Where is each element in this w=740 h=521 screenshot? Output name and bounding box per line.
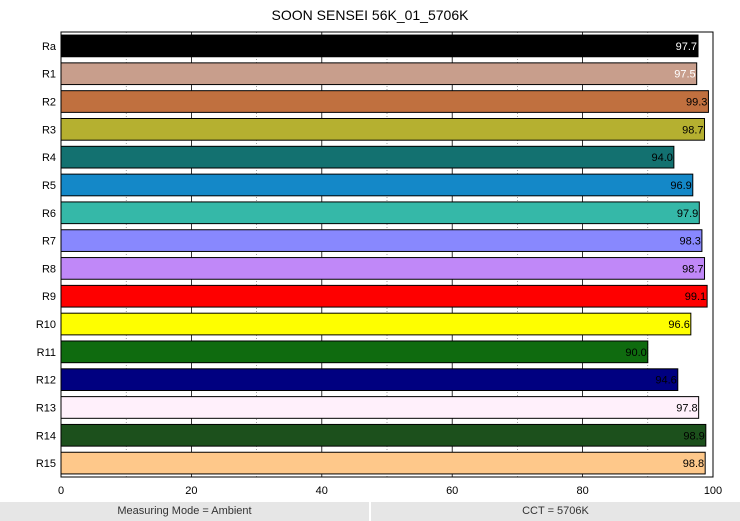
bar-r2 [60, 90, 709, 113]
y-label-r5: R5 [42, 180, 56, 192]
value-label-r1: 97.5 [674, 69, 695, 81]
chart-title: SOON SENSEI 56K_01_5706K [272, 7, 470, 23]
bar-r4 [60, 145, 675, 169]
cct-status: CCT = 5706K [371, 502, 740, 521]
value-label-r14: 98.9 [683, 430, 704, 442]
y-label-r11: R11 [37, 347, 56, 359]
y-label-r3: R3 [42, 124, 56, 136]
value-label-r8: 98.7 [682, 263, 703, 275]
x-tick-label: 20 [185, 485, 197, 497]
bar-r13 [60, 396, 700, 419]
value-label-r2: 99.3 [686, 97, 707, 109]
bar-r6 [60, 201, 700, 225]
chart: SOON SENSEI 56K_01_5706K RaR1R2R3R4R5R6R… [36, 7, 722, 497]
x-axis-ticks: 0 20 40 60 80 100 [58, 485, 722, 497]
bar-r5 [60, 173, 694, 197]
value-label-r10: 96.6 [668, 319, 689, 331]
y-label-r6: R6 [42, 208, 56, 220]
bar-r15 [60, 451, 706, 475]
plot-frame [60, 31, 714, 478]
value-label-r11: 90.0 [625, 347, 646, 359]
value-label-r4: 94.0 [651, 152, 672, 164]
y-label-r1: R1 [42, 69, 56, 81]
bars [60, 34, 709, 475]
y-label-r15: R15 [36, 458, 56, 470]
bar-r7 [60, 229, 703, 252]
value-label-r7: 98.3 [679, 236, 700, 248]
x-tick-label: 0 [58, 485, 64, 497]
y-label-r10: R10 [36, 319, 56, 331]
value-label-r3: 98.7 [682, 124, 703, 136]
y-label-r12: R12 [36, 375, 56, 387]
y-label-r14: R14 [36, 430, 56, 442]
x-tick-label: 60 [446, 485, 458, 497]
y-label-r2: R2 [42, 97, 56, 109]
measuring-mode-status: Measuring Mode = Ambient [0, 502, 369, 521]
bar-r3 [60, 117, 706, 141]
x-tick-label: 100 [704, 485, 722, 497]
bar-r11 [60, 340, 649, 364]
value-label-r12: 94.6 [655, 375, 676, 387]
value-label-ra: 97.7 [676, 41, 697, 53]
value-labels: 97.7 97.5 99.3 98.7 94.0 96.9 97.9 98.3 98.7 99.1… [625, 41, 707, 470]
value-label-r9: 99.1 [685, 291, 706, 303]
bar-r9 [60, 284, 708, 308]
y-label-r9: R9 [42, 291, 56, 303]
bar-r12 [60, 368, 679, 392]
y-label-r7: R7 [42, 236, 56, 248]
y-label-r4: R4 [42, 152, 56, 164]
value-label-r5: 96.9 [670, 180, 691, 192]
value-label-r13: 97.8 [676, 402, 697, 414]
y-label-r8: R8 [42, 263, 56, 275]
bar-ra [60, 34, 699, 58]
y-label-ra: Ra [42, 41, 57, 53]
y-label-r13: R13 [36, 402, 56, 414]
x-tick-label: 40 [316, 485, 328, 497]
bar-r10 [60, 312, 692, 336]
bar-r14 [60, 423, 707, 447]
bar-r8 [60, 257, 706, 280]
value-label-r6: 97.9 [677, 208, 698, 220]
x-tick-label: 80 [576, 485, 588, 497]
y-axis-labels: Ra R1 R2 R3 R4 R5 R6 R7 R8 R9 R10 R11 R12 R13 R14 R15 [36, 41, 57, 470]
bar-r1 [60, 62, 698, 86]
value-label-r15: 98.8 [683, 458, 704, 470]
